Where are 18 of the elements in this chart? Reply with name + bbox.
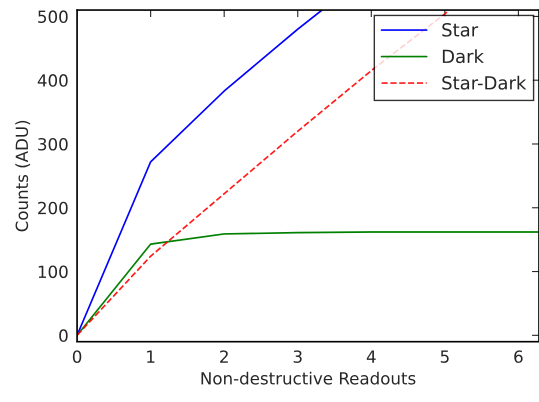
legend-label: Dark — [442, 49, 484, 64]
x-tick-label: 3 — [294, 350, 302, 363]
legend-label: Star-Dark — [442, 76, 526, 90]
x-tick-label: 6 — [514, 350, 523, 363]
y-tick-label: 500 — [38, 10, 68, 23]
x-tick-label: 1 — [147, 350, 154, 363]
x-tick-label: 4 — [366, 350, 376, 363]
x-tick-label: 5 — [440, 350, 449, 363]
y-tick-label: 100 — [38, 266, 68, 278]
y-tick-label: 0 — [59, 329, 68, 342]
x-tick-label: 2 — [220, 350, 228, 363]
y-tick-label: 400 — [38, 74, 68, 87]
x-tick-label: 0 — [72, 350, 82, 363]
x-axis-title: Non-destructive Readouts — [202, 372, 416, 385]
y-axis-title: Counts (ADU) — [15, 120, 30, 232]
y-tick-label: 200 — [38, 202, 68, 214]
legend-label: Star — [442, 23, 478, 37]
y-tick-label: 300 — [38, 138, 68, 151]
